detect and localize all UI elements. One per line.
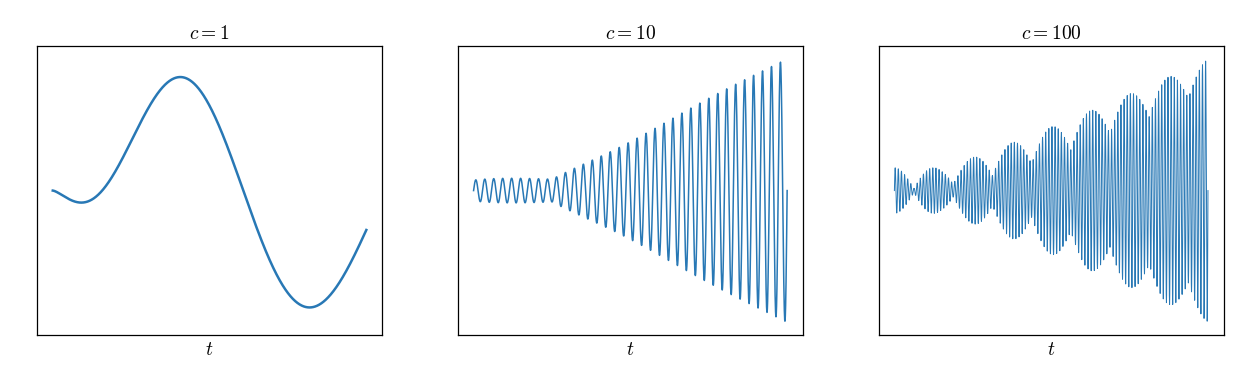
- Title: $c = 100$: $c = 100$: [1021, 25, 1082, 43]
- Title: $c = 10$: $c = 10$: [604, 25, 656, 43]
- X-axis label: $t$: $t$: [205, 340, 214, 358]
- Title: $c = 1$: $c = 1$: [189, 25, 230, 43]
- X-axis label: $t$: $t$: [1047, 340, 1056, 358]
- X-axis label: $t$: $t$: [627, 340, 634, 358]
